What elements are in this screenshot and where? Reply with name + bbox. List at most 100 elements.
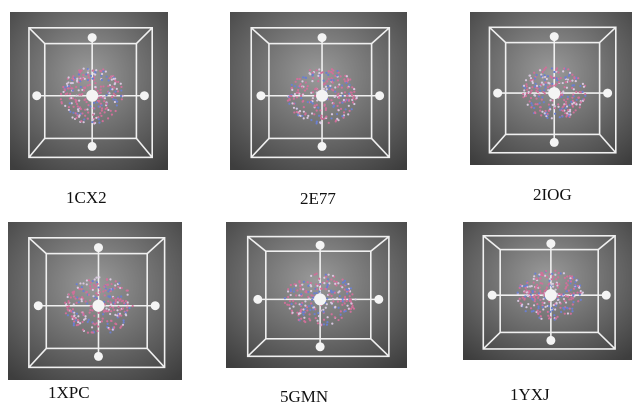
atom [333, 79, 335, 81]
atom [105, 308, 107, 310]
atom [555, 83, 557, 85]
atom [554, 308, 556, 310]
atom [304, 113, 306, 115]
atom [314, 313, 316, 315]
atom [542, 308, 544, 310]
atom [115, 110, 117, 112]
atom [92, 289, 94, 291]
atom [532, 290, 534, 292]
atom [534, 298, 536, 300]
atom [123, 321, 125, 323]
atom [552, 286, 554, 288]
atom [104, 310, 106, 312]
atom [538, 94, 540, 96]
atom [345, 82, 347, 84]
atom [307, 115, 309, 117]
atom [546, 113, 548, 115]
atom [535, 98, 537, 100]
atom [292, 300, 294, 302]
node-sphere [550, 32, 559, 41]
atom [87, 71, 89, 73]
atom [561, 115, 563, 117]
atom [529, 100, 531, 102]
atom [328, 122, 330, 124]
atom [580, 299, 582, 301]
atom [125, 313, 127, 315]
atom [111, 96, 113, 98]
atom [83, 68, 85, 70]
atom [320, 115, 322, 117]
atom [517, 292, 519, 294]
atom [567, 78, 569, 80]
atom [331, 323, 333, 325]
atom [551, 67, 553, 69]
atom [118, 282, 120, 284]
atom [310, 101, 312, 103]
atom [88, 76, 90, 78]
atom [75, 298, 77, 300]
atom [88, 279, 90, 281]
atom [88, 294, 90, 296]
atom [113, 326, 115, 328]
node-sphere [318, 142, 327, 151]
node-sphere [550, 138, 559, 147]
atom [553, 304, 555, 306]
atom [340, 310, 342, 312]
atom [120, 295, 122, 297]
node-sphere [151, 301, 160, 310]
atom [534, 86, 536, 88]
atom [569, 277, 571, 279]
atom [342, 300, 344, 302]
atom [68, 87, 70, 89]
atom [68, 293, 70, 295]
atom [67, 296, 69, 298]
atom [549, 278, 551, 280]
atom [114, 90, 116, 92]
atom [293, 107, 295, 109]
atom [126, 306, 128, 308]
atom [81, 77, 83, 79]
atom [331, 313, 333, 315]
atom [530, 307, 532, 309]
atom [92, 114, 94, 116]
atom [565, 282, 567, 284]
atom [569, 113, 571, 115]
atom [343, 78, 345, 80]
atom [327, 78, 329, 80]
atom [89, 312, 91, 314]
atom [562, 70, 564, 72]
atom [293, 98, 295, 100]
atom [309, 309, 311, 311]
atom [352, 306, 354, 308]
atom [545, 82, 547, 84]
atom [111, 88, 113, 90]
atom [577, 77, 579, 79]
atom [338, 109, 340, 111]
atom [526, 291, 528, 293]
atom [348, 308, 350, 310]
atom [83, 118, 85, 120]
atom [323, 105, 325, 107]
atom [569, 110, 571, 112]
atom [531, 104, 533, 106]
atom [576, 99, 578, 101]
atom [575, 80, 577, 82]
atom [114, 101, 116, 103]
node-sphere [546, 336, 555, 345]
atom [316, 285, 318, 287]
atom [316, 120, 318, 122]
atom [314, 308, 316, 310]
atom [540, 315, 542, 317]
atom [79, 322, 81, 324]
node-sphere [86, 90, 98, 102]
atom [122, 307, 124, 309]
atom [304, 89, 306, 91]
atom [569, 307, 571, 309]
atom [332, 82, 334, 84]
atom [552, 276, 554, 278]
atom [96, 322, 98, 324]
atom [572, 105, 574, 107]
atom [547, 75, 549, 77]
atom [102, 70, 104, 72]
atom [337, 319, 339, 321]
